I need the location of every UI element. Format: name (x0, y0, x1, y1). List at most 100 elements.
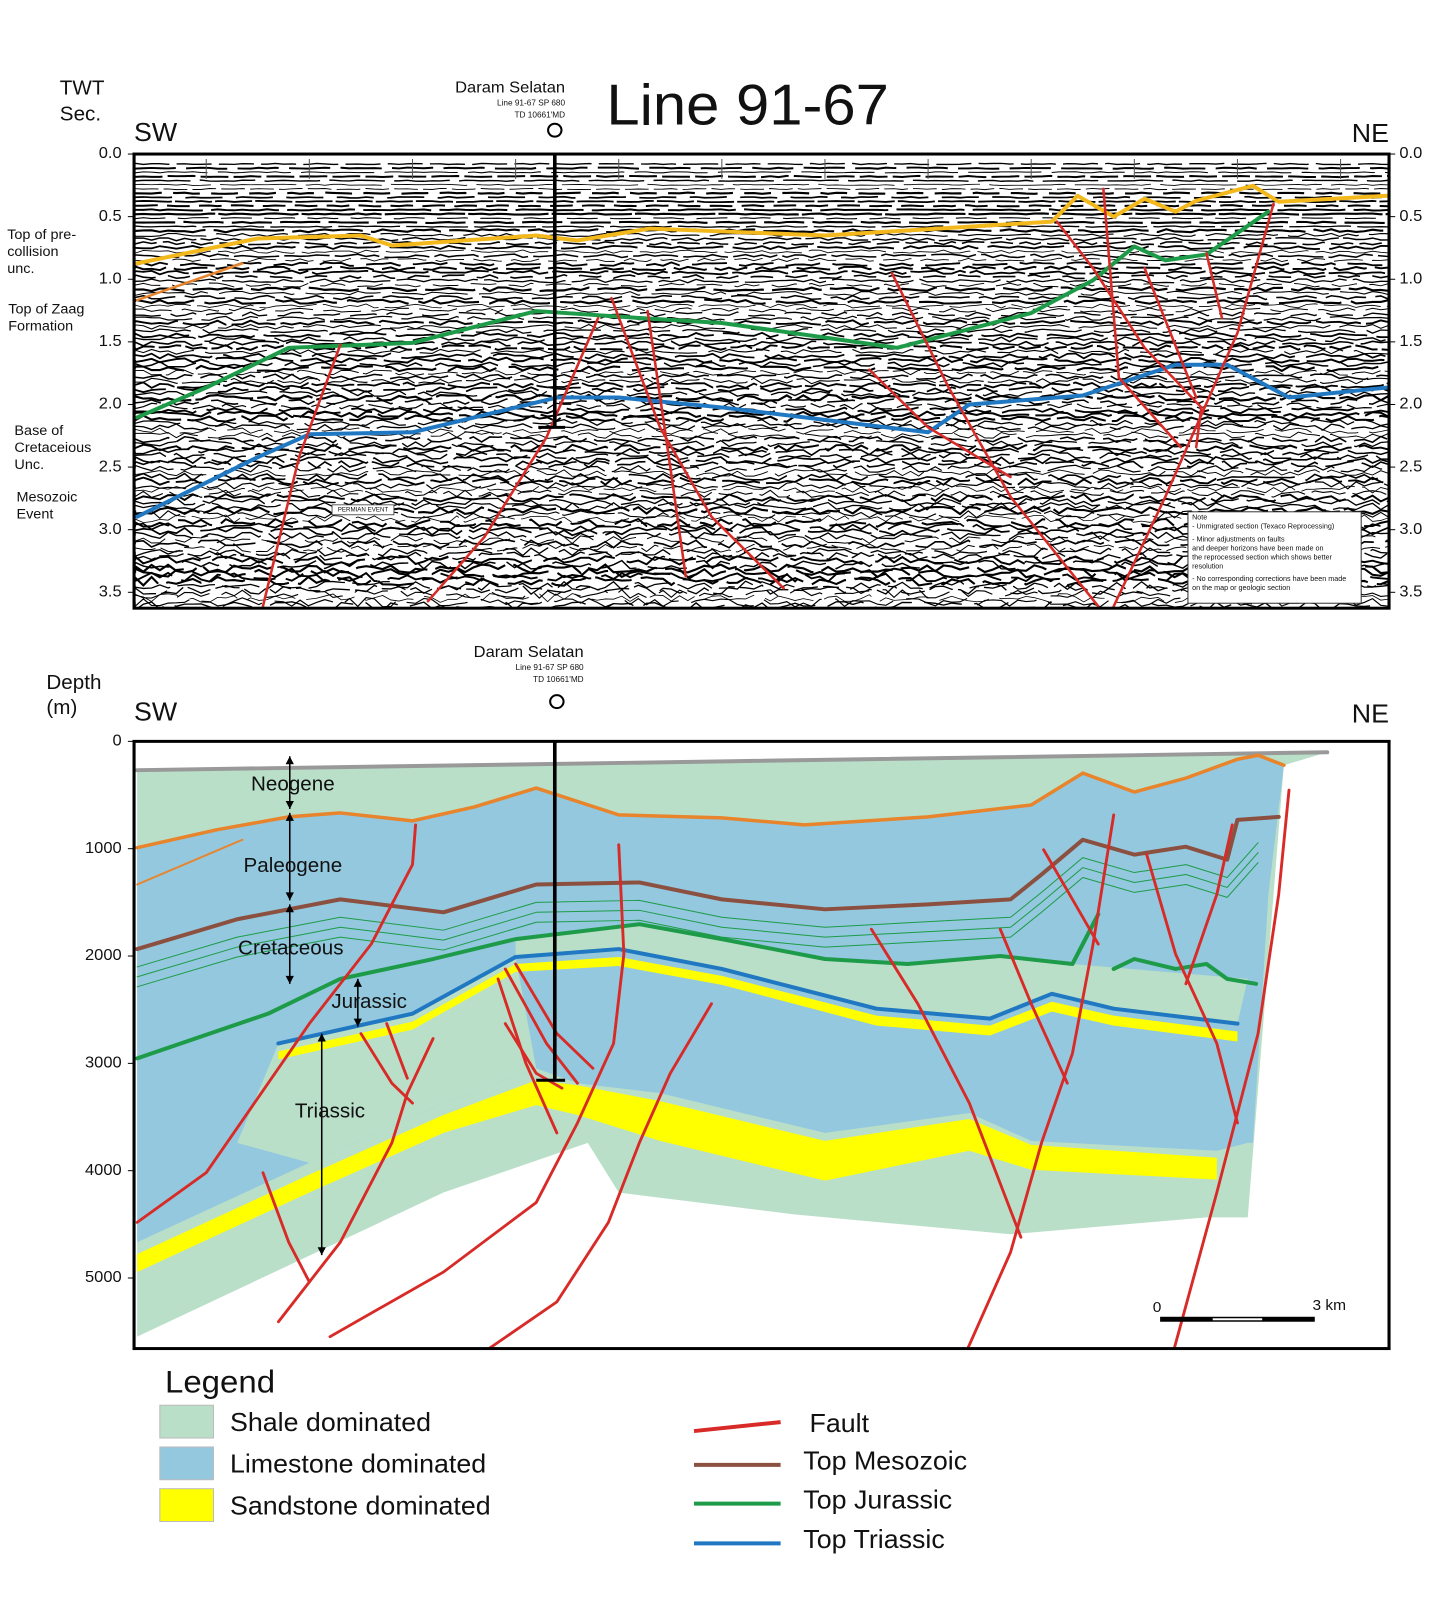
limestone-body (137, 755, 1284, 1243)
seismic-trace (135, 567, 1389, 579)
seismic-trace (135, 485, 1389, 494)
legend-label: Limestone dominated (230, 1449, 486, 1478)
y-tick-label: 3.0 (1399, 520, 1422, 538)
y-tick-label: 0.0 (99, 144, 122, 162)
scale-bar-gap (1212, 1318, 1263, 1321)
seismic-trace (135, 208, 1389, 212)
seismic-trace (135, 225, 1389, 228)
layer-line (136, 862, 1259, 988)
seismic-trace (135, 452, 1389, 461)
fault (487, 1002, 713, 1348)
arrow-head (285, 800, 294, 809)
title: Line 91-67 (606, 74, 889, 138)
note-text: Note (1192, 514, 1207, 522)
seismic-trace (135, 269, 1389, 276)
y-tick-label: 1.0 (99, 270, 122, 288)
layer-line (136, 842, 1259, 968)
seismic-trace (135, 179, 1389, 182)
horizon-label: Event (16, 507, 53, 523)
legend-label: Fault (809, 1408, 869, 1437)
seismic-trace (135, 410, 1389, 419)
seismic-trace (135, 204, 1389, 208)
seismic-trace (135, 547, 1389, 558)
seismic-trace (135, 228, 1389, 234)
horizon-label: Unc. (14, 457, 44, 473)
seismic-trace (135, 543, 1389, 553)
arrow-head (353, 1018, 362, 1027)
seismic-trace (135, 535, 1389, 545)
horizon-orange (135, 262, 244, 302)
seismic-trace (135, 278, 1389, 284)
seismic-texture (135, 159, 1389, 608)
legend-line (693, 1420, 781, 1434)
y-tick-label: 3.5 (99, 583, 122, 601)
fault (503, 967, 579, 1085)
seismic-trace (135, 200, 1389, 204)
y-tick-label: 1.5 (1399, 332, 1422, 350)
y-tick-label: 2000 (85, 946, 122, 964)
seismic-trace (135, 261, 1389, 267)
foreground: 0.0 0.0 0.5 0.5 1.0 1.0 1.5 1.5 2.0 2.0 2.5 2.5 3.0 3… (7, 74, 1422, 1555)
top-mesozoic (135, 814, 1281, 952)
horizon-label: Mesozoic (16, 490, 77, 506)
seismic-trace (135, 423, 1389, 431)
seismic-trace (135, 217, 1389, 220)
horizon-thin (136, 838, 244, 886)
shale-middle (515, 924, 1248, 1024)
seismic-trace (135, 476, 1389, 486)
fault (998, 927, 1069, 1085)
interval-label: Jurassic (331, 991, 407, 1013)
fault (496, 977, 559, 1135)
seismic-trace (135, 530, 1389, 541)
seismic-trace (135, 356, 1389, 364)
seismic-trace (135, 493, 1389, 503)
seismic-trace (135, 514, 1389, 524)
seismic-trace (135, 381, 1389, 389)
geologic-fill (135, 750, 1330, 1348)
axis-label: Depth (46, 672, 101, 694)
seismic-trace (135, 265, 1389, 272)
seismic-trace (135, 414, 1389, 423)
fault (1112, 202, 1275, 608)
fault (261, 343, 342, 608)
seismic-trace (135, 373, 1389, 381)
note-box (1187, 511, 1362, 604)
fault (1145, 853, 1239, 1125)
interval-label: Paleogene (244, 855, 343, 877)
horizon-label: collision (7, 244, 58, 260)
horizon-label: Top of Zaag (8, 302, 84, 318)
seismic-trace (135, 468, 1389, 477)
fault (890, 272, 1100, 608)
seismic-trace (135, 517, 1389, 528)
geologic-frame (132, 739, 1391, 1351)
seismic-trace (135, 174, 1389, 179)
seismic-trace (135, 427, 1389, 435)
well-td: TD 10661'MD (533, 675, 584, 684)
seismic-trace (135, 402, 1389, 410)
end-label: SW (134, 697, 177, 726)
well-symbol (549, 694, 565, 710)
well-line: Line 91-67 SP 680 (516, 663, 585, 672)
seismic-trace (135, 571, 1389, 583)
fault (1184, 823, 1234, 986)
seismic-trace (135, 240, 1389, 246)
seismic-trace (135, 455, 1389, 465)
note-text: and deeper horizons have been made on (1192, 545, 1324, 553)
fault (514, 962, 595, 1070)
seismic-trace (135, 294, 1389, 301)
legend-label: Shale dominated (230, 1407, 431, 1436)
seismic-trace (135, 253, 1389, 259)
fault (1172, 788, 1291, 1348)
arrow-head (285, 756, 294, 765)
well-name: Daram Selatan (455, 79, 565, 97)
seismic-trace (135, 212, 1389, 216)
seismic-trace (135, 584, 1389, 596)
legend-label: Sandstone dominated (230, 1491, 491, 1520)
seismic-trace (135, 344, 1389, 351)
horizon-zaag (135, 209, 1271, 420)
sandstone-deep (137, 1080, 1217, 1273)
y-tick-label: 4000 (85, 1161, 122, 1179)
arrow-head (317, 1033, 326, 1042)
